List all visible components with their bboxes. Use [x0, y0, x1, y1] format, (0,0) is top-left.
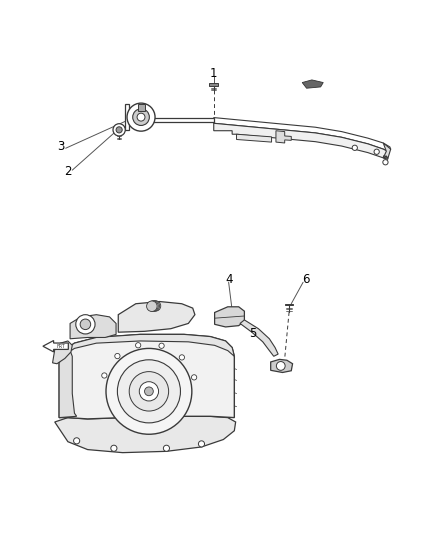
Text: 6: 6 — [302, 273, 310, 286]
Circle shape — [198, 441, 205, 447]
Circle shape — [149, 301, 159, 311]
Polygon shape — [138, 104, 145, 111]
Circle shape — [106, 349, 192, 434]
Polygon shape — [383, 143, 391, 159]
Circle shape — [135, 343, 141, 348]
Text: 5: 5 — [250, 327, 257, 340]
Circle shape — [276, 361, 285, 370]
Circle shape — [137, 113, 145, 121]
Polygon shape — [70, 314, 116, 339]
Circle shape — [179, 355, 184, 360]
Circle shape — [145, 387, 153, 395]
Circle shape — [133, 109, 149, 125]
Polygon shape — [209, 84, 218, 86]
Circle shape — [102, 373, 107, 378]
Text: 2: 2 — [64, 165, 72, 178]
Polygon shape — [53, 341, 72, 364]
Circle shape — [150, 301, 161, 311]
Circle shape — [159, 343, 164, 349]
Polygon shape — [215, 307, 244, 327]
Polygon shape — [55, 416, 236, 453]
Polygon shape — [237, 134, 272, 142]
Polygon shape — [59, 334, 234, 419]
Circle shape — [80, 319, 91, 329]
Circle shape — [139, 382, 159, 401]
Circle shape — [127, 103, 155, 131]
Circle shape — [352, 145, 357, 150]
Polygon shape — [118, 302, 195, 332]
Circle shape — [191, 375, 197, 380]
Polygon shape — [214, 118, 391, 151]
Circle shape — [374, 149, 379, 155]
Polygon shape — [271, 359, 293, 373]
Polygon shape — [43, 341, 68, 352]
Polygon shape — [285, 304, 293, 305]
Circle shape — [129, 372, 169, 411]
Circle shape — [148, 301, 158, 311]
Circle shape — [163, 445, 170, 451]
Circle shape — [383, 159, 388, 165]
Text: 3: 3 — [57, 140, 64, 153]
Circle shape — [115, 353, 120, 359]
Circle shape — [74, 438, 80, 444]
Circle shape — [76, 314, 95, 334]
Text: FRT: FRT — [57, 344, 65, 349]
Polygon shape — [276, 131, 291, 143]
Polygon shape — [240, 320, 278, 356]
Circle shape — [113, 124, 125, 136]
Text: 1: 1 — [210, 67, 218, 80]
Text: 4: 4 — [225, 273, 233, 286]
Polygon shape — [59, 351, 77, 418]
Polygon shape — [302, 80, 323, 88]
Polygon shape — [125, 104, 214, 130]
Circle shape — [116, 127, 122, 133]
Circle shape — [147, 301, 157, 311]
Polygon shape — [214, 123, 388, 159]
Circle shape — [117, 360, 180, 423]
Circle shape — [111, 445, 117, 451]
Polygon shape — [65, 334, 234, 356]
